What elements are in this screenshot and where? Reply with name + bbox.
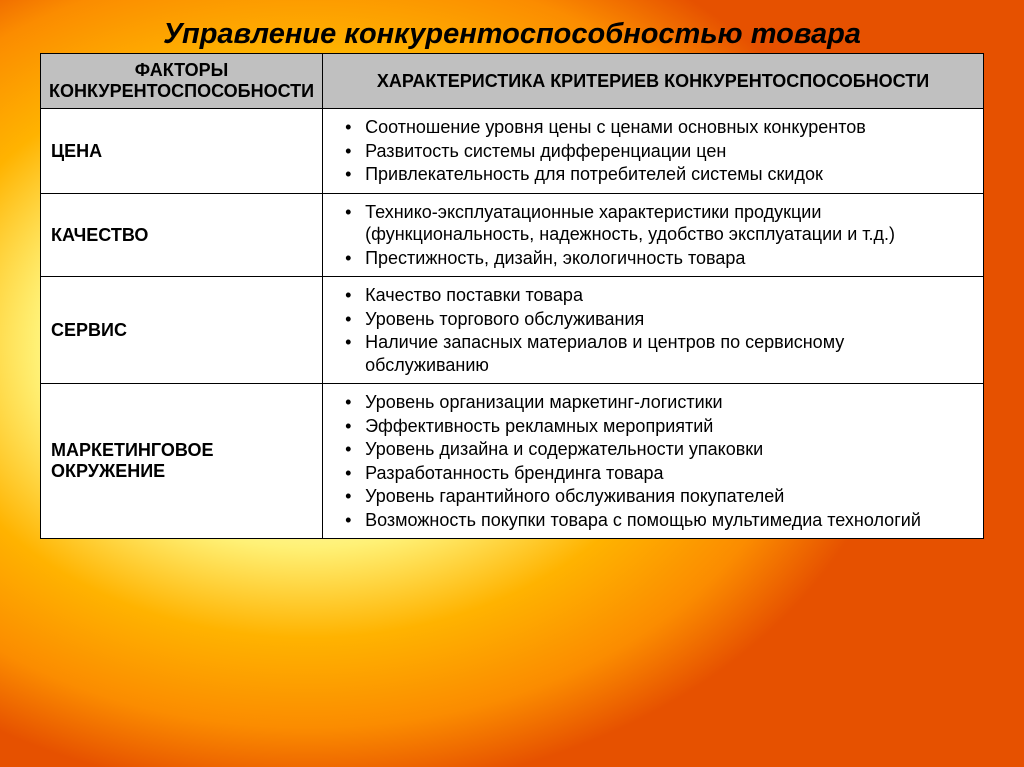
factor-cell: МАРКЕТИНГОВОЕ ОКРУЖЕНИЕ — [41, 384, 323, 539]
factor-cell: ЦЕНА — [41, 109, 323, 194]
criteria-item: Престижность, дизайн, экологичность това… — [333, 247, 973, 270]
criteria-list: Уровень организации маркетинг-логистикиЭ… — [333, 391, 973, 531]
table-body: ЦЕНА Соотношение уровня цены с ценами осн… — [41, 109, 984, 539]
factors-table: ФАКТОРЫ КОНКУРЕНТОСПОСОБНОСТИ ХАРАКТЕРИС… — [40, 53, 984, 539]
criteria-list: Технико-эксплуатационные характеристики … — [333, 201, 973, 270]
table-row: СЕРВИСКачество поставки товараУровень то… — [41, 277, 984, 384]
criteria-item: Уровень дизайна и содержательности упако… — [333, 438, 973, 461]
criteria-cell: Соотношение уровня цены с ценами основны… — [323, 109, 984, 194]
criteria-cell: Уровень организации маркетинг-логистикиЭ… — [323, 384, 984, 539]
criteria-item: Развитость системы дифференциации цен — [333, 140, 973, 163]
criteria-item: Эффективность рекламных мероприятий — [333, 415, 973, 438]
criteria-item: Соотношение уровня цены с ценами основны… — [333, 116, 973, 139]
criteria-item: Уровень организации маркетинг-логистики — [333, 391, 973, 414]
criteria-item: Разработанность брендинга товара — [333, 462, 973, 485]
criteria-item: Уровень торгового обслуживания — [333, 308, 973, 331]
criteria-item: Технико-эксплуатационные характеристики … — [333, 201, 973, 246]
slide-title: Управление конкурентоспособностью товара — [40, 18, 984, 51]
criteria-list: Соотношение уровня цены с ценами основны… — [333, 116, 973, 186]
criteria-item: Наличие запасных материалов и центров по… — [333, 331, 973, 376]
table-row: КАЧЕСТВО Технико-эксплуатационные характ… — [41, 193, 984, 277]
table-row: МАРКЕТИНГОВОЕ ОКРУЖЕНИЕУровень организац… — [41, 384, 984, 539]
table-row: ЦЕНА Соотношение уровня цены с ценами осн… — [41, 109, 984, 194]
slide-root: Управление конкурентоспособностью товара… — [0, 0, 1024, 767]
criteria-item: Качество поставки товара — [333, 284, 973, 307]
criteria-item: Привлекательность для потребителей систе… — [333, 163, 973, 186]
col-header-factors: ФАКТОРЫ КОНКУРЕНТОСПОСОБНОСТИ — [41, 54, 323, 109]
criteria-cell: Технико-эксплуатационные характеристики … — [323, 193, 984, 277]
factor-cell: СЕРВИС — [41, 277, 323, 384]
table-header-row: ФАКТОРЫ КОНКУРЕНТОСПОСОБНОСТИ ХАРАКТЕРИС… — [41, 54, 984, 109]
criteria-item: Уровень гарантийного обслуживания покупа… — [333, 485, 973, 508]
factor-cell: КАЧЕСТВО — [41, 193, 323, 277]
criteria-cell: Качество поставки товараУровень торговог… — [323, 277, 984, 384]
criteria-list: Качество поставки товараУровень торговог… — [333, 284, 973, 376]
criteria-item: Возможность покупки товара с помощью мул… — [333, 509, 973, 532]
col-header-criteria: ХАРАКТЕРИСТИКА КРИТЕРИЕВ КОНКУРЕНТОСПОСО… — [323, 54, 984, 109]
